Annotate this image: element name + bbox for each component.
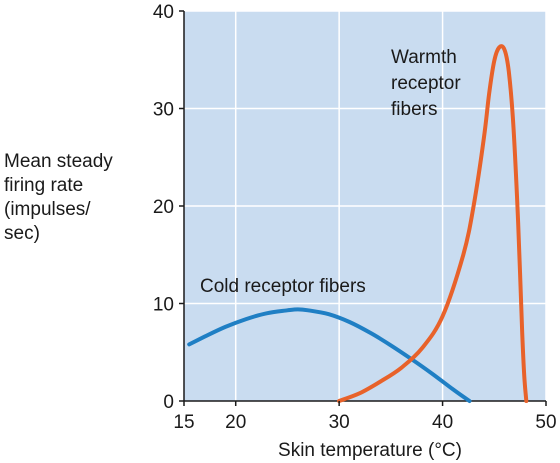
cold-receptor-line [187,307,472,403]
y-axis-label-line: Mean steady [4,151,113,172]
y-tick-label: 30 [153,100,174,121]
x-tick-label: 40 [432,412,453,433]
warmth-series-label: Warmth [391,47,457,68]
series-labels: Cold receptor fibers Warmth receptor fibers [200,47,461,297]
x-tick-label: 50 [535,412,556,433]
y-axis-label-line: sec) [4,223,40,244]
x-tick-label: 20 [225,412,246,433]
warmth-receptor-line [337,44,529,403]
warmth-series-label: receptor [391,73,461,94]
x-tick-label: 30 [329,412,350,433]
y-tick-label: 40 [153,2,174,23]
x-axis-label: Skin temperature (°C) [278,440,462,461]
warmth-series-label: fibers [391,99,437,120]
y-axis-label: Mean steady firing rate (impulses/ sec) [4,150,113,246]
y-tick-label: 10 [153,295,174,316]
y-tick-label: 20 [153,197,174,218]
y-tick-label: 0 [163,392,174,413]
cold-series-label: Cold receptor fibers [200,276,366,297]
y-axis-label-line: firing rate [4,175,84,196]
series-group [187,44,529,403]
y-axis-label-line: (impulses/ [4,199,91,220]
x-tick-label: 15 [173,412,194,433]
tick-labels: 0 10 20 30 40 15 20 30 40 50 [153,2,557,433]
